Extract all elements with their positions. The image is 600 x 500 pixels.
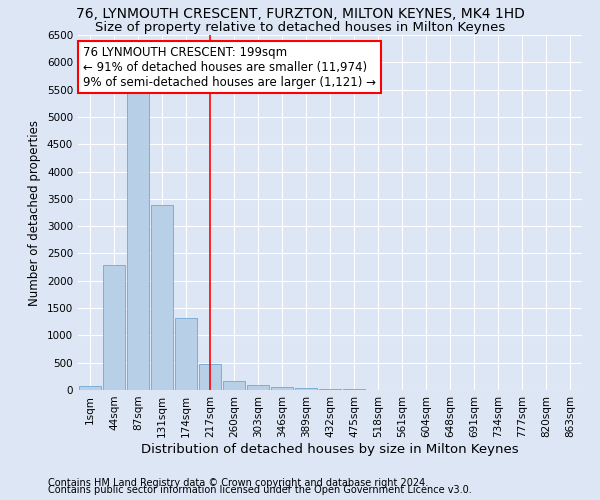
Bar — [151, 206, 173, 390]
Bar — [319, 389, 341, 390]
Bar — [271, 387, 293, 390]
Text: Contains HM Land Registry data © Crown copyright and database right 2024.: Contains HM Land Registry data © Crown c… — [48, 478, 428, 488]
Bar — [199, 364, 221, 390]
Bar — [79, 386, 101, 390]
Y-axis label: Number of detached properties: Number of detached properties — [28, 120, 41, 306]
Bar — [127, 94, 149, 390]
Bar — [175, 318, 197, 390]
Text: Contains public sector information licensed under the Open Government Licence v3: Contains public sector information licen… — [48, 485, 472, 495]
Bar — [103, 266, 125, 390]
Bar — [295, 388, 317, 390]
Bar — [223, 381, 245, 390]
Text: 76, LYNMOUTH CRESCENT, FURZTON, MILTON KEYNES, MK4 1HD: 76, LYNMOUTH CRESCENT, FURZTON, MILTON K… — [76, 8, 524, 22]
Text: Size of property relative to detached houses in Milton Keynes: Size of property relative to detached ho… — [95, 21, 505, 34]
X-axis label: Distribution of detached houses by size in Milton Keynes: Distribution of detached houses by size … — [141, 442, 519, 456]
Text: 76 LYNMOUTH CRESCENT: 199sqm
← 91% of detached houses are smaller (11,974)
9% of: 76 LYNMOUTH CRESCENT: 199sqm ← 91% of de… — [83, 46, 376, 88]
Bar — [247, 385, 269, 390]
